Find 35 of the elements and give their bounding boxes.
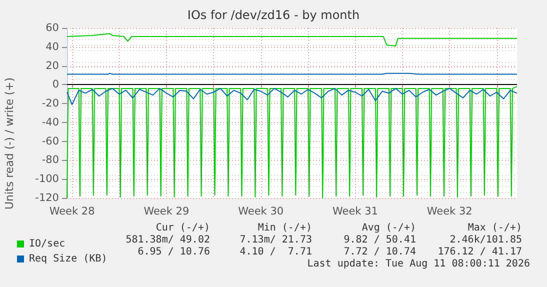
x-tick-label: Week 29 (144, 206, 190, 218)
y-tick-label: -60 (42, 135, 59, 148)
y-tick-label: 0 (52, 78, 59, 91)
line-series (66, 33, 518, 46)
y-tick-label: -100 (35, 173, 59, 186)
legend-label: Req Size (KB) (29, 254, 108, 264)
x-tick-label: Week 31 (332, 206, 378, 218)
y-tick-label: 40 (46, 40, 59, 53)
text: 2.46k/101.85 (450, 234, 522, 246)
text: Avg (-/+) (362, 222, 416, 234)
text: 7.72 / 10.74 (344, 246, 416, 258)
y-tick-label: -20 (42, 98, 59, 110)
y-tick-label: 20 (46, 60, 59, 72)
y-tick-label: -120 (35, 192, 59, 204)
text: 6.95 / 10.76 (138, 246, 210, 258)
text: 9.82 / 50.41 (344, 234, 416, 246)
y-tick-label: -40 (42, 116, 59, 128)
text: Min (-/+) (258, 222, 312, 234)
text: 7.13m/ 21.73 (240, 234, 312, 246)
text: 581.38m/ 49.02 (126, 234, 210, 246)
text: 4.10 / 7.71 (240, 246, 312, 258)
legend-label: IO/sec (29, 238, 66, 250)
text: Last update: Tue Aug 11 08:00:11 2026 (307, 258, 530, 270)
line-series (66, 86, 518, 198)
y-tick-label: 60 (46, 22, 59, 34)
text: Max (-/+) (468, 222, 522, 234)
y-axis-title: Units read (-) / write (+) (3, 77, 16, 210)
chart-title: IOs for /dev/zd16 - by month (187, 8, 360, 22)
text: Cur (-/+) (156, 222, 210, 234)
x-tick-label: Week 32 (426, 206, 472, 218)
x-tick-label: Week 30 (238, 206, 284, 218)
y-tick-label: -80 (42, 154, 59, 166)
x-tick-label: Week 28 (49, 206, 95, 218)
text: 176.12 / 41.17 (438, 246, 522, 258)
line-series (66, 88, 518, 105)
